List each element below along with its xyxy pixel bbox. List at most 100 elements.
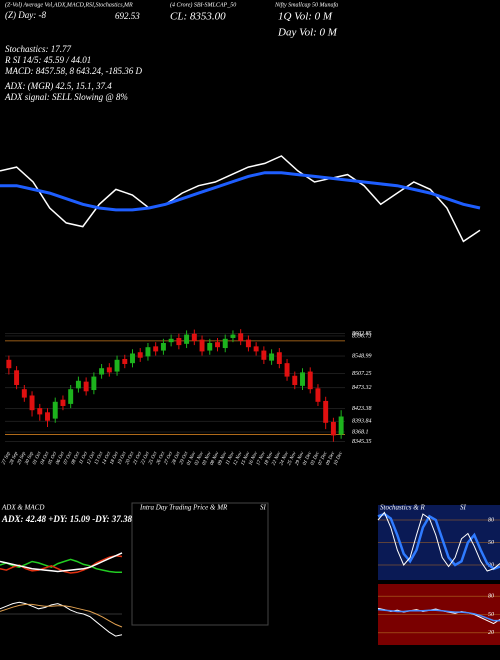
candle-body bbox=[122, 358, 128, 364]
panel-title: Stochastics & R bbox=[380, 504, 425, 512]
y-tick-label: 20 bbox=[488, 630, 494, 636]
y-tick-label: 8393.84 bbox=[352, 418, 372, 425]
x-tick-label: 29 Sep bbox=[17, 451, 27, 466]
candle-body bbox=[238, 333, 244, 341]
x-tick-label: 21 Oct bbox=[133, 451, 143, 466]
x-tick-label: 26 Oct bbox=[156, 451, 166, 466]
candle-body bbox=[330, 421, 336, 436]
candle-body bbox=[130, 353, 135, 364]
candle-body bbox=[245, 339, 251, 348]
x-tick-label: 25 Oct bbox=[148, 451, 158, 466]
header-text: (4 Crore) SBI-SMLCAP_50 bbox=[170, 1, 236, 8]
candle-body bbox=[29, 395, 35, 411]
candle-body bbox=[307, 371, 313, 390]
y-tick-label: 80 bbox=[488, 517, 494, 523]
candle-body bbox=[106, 367, 112, 373]
intraday-title-2: SI bbox=[260, 504, 267, 512]
panel-title-2: SI bbox=[460, 504, 467, 512]
x-tick-label: 22 Nov bbox=[272, 451, 283, 467]
x-tick-label: 24 Nov bbox=[279, 451, 290, 467]
series-line bbox=[0, 171, 481, 212]
x-tick-label: 05 Oct bbox=[48, 451, 58, 466]
series-line bbox=[0, 603, 123, 628]
x-tick-label: 14 Oct bbox=[102, 451, 112, 466]
candle-body bbox=[68, 389, 74, 404]
header-text: Nifty Smallcap 50 Munafa bbox=[274, 1, 338, 8]
candle-body bbox=[215, 342, 220, 348]
x-tick-label: 01 Oct bbox=[32, 451, 42, 466]
header-text: ADX signal: SELL Slowing @ 8% bbox=[4, 92, 128, 102]
x-tick-label: 01 Nov bbox=[187, 451, 198, 467]
candle-body bbox=[269, 353, 275, 361]
candle-body bbox=[153, 346, 159, 352]
candle-body bbox=[323, 400, 329, 423]
panel-title: ADX & MACD bbox=[1, 504, 44, 512]
candle-body bbox=[199, 339, 205, 352]
x-tick-label: 27 Oct bbox=[164, 451, 174, 466]
candle-body bbox=[261, 350, 267, 360]
header-text: MACD: 8457.58, 8 643.24, -185.36 D bbox=[4, 66, 142, 76]
x-tick-label: 11 Nov bbox=[225, 451, 236, 466]
x-tick-label: 02 Nov bbox=[194, 451, 205, 467]
candle-body bbox=[6, 359, 12, 369]
candle-body bbox=[14, 370, 20, 385]
y-tick-label: 8548.99 bbox=[352, 352, 372, 359]
candle-body bbox=[21, 389, 27, 398]
x-tick-label: 01 Dec bbox=[302, 451, 313, 467]
candle-body bbox=[292, 375, 298, 385]
candle-body bbox=[284, 363, 290, 377]
candle-body bbox=[207, 343, 213, 351]
x-tick-label: 30 Sep bbox=[25, 451, 35, 466]
x-tick-label: 03 Nov bbox=[202, 451, 213, 467]
x-tick-label: 22 Oct bbox=[141, 451, 151, 466]
series-line bbox=[0, 601, 123, 637]
header-text: 692.53 bbox=[115, 11, 140, 21]
y-tick-label: 50 bbox=[488, 612, 494, 618]
x-tick-label: 16 Nov bbox=[248, 451, 259, 467]
y-tick-label: 8345.35 bbox=[352, 438, 372, 445]
y-tick-label: 8596.73 bbox=[352, 333, 372, 339]
header-text: Stochastics: 17.77 bbox=[5, 44, 71, 54]
series-line bbox=[0, 155, 481, 243]
candle-body bbox=[176, 337, 182, 346]
x-tick-label: 15 Nov bbox=[241, 451, 252, 467]
intraday-title: Intra Day Trading Price & MR bbox=[139, 504, 228, 512]
y-tick-label: 8423.38 bbox=[352, 405, 372, 412]
x-tick-label: 10 Dec bbox=[333, 451, 344, 467]
y-tick-label: 8473.32 bbox=[352, 384, 372, 391]
series-line bbox=[377, 512, 500, 571]
panel-subtitle: ADX: 42.48 +DY: 15.09 -DY: 37.38 bbox=[1, 514, 132, 524]
candle-body bbox=[99, 368, 105, 375]
candle-body bbox=[168, 338, 174, 343]
candle-body bbox=[338, 416, 344, 435]
candle-body bbox=[60, 399, 66, 406]
x-tick-label: 07 Oct bbox=[63, 451, 73, 466]
series-line bbox=[377, 608, 500, 622]
intraday-box bbox=[131, 502, 269, 626]
x-tick-label: 18 Nov bbox=[264, 451, 275, 467]
header-text: R SI 14/5: 45.59 / 44.01 bbox=[4, 55, 91, 65]
candle-body bbox=[137, 352, 143, 358]
x-tick-label: 17 Nov bbox=[256, 451, 267, 467]
y-tick-label: 80 bbox=[488, 594, 494, 600]
x-tick-label: 03 Dec bbox=[310, 451, 321, 467]
candle-body bbox=[315, 388, 321, 402]
y-tick-label: 8507.25 bbox=[352, 371, 372, 377]
candle-body bbox=[114, 359, 120, 372]
candle-body bbox=[160, 343, 166, 351]
x-tick-label: 04 Oct bbox=[40, 451, 50, 466]
x-tick-label: 29 Oct bbox=[179, 451, 189, 466]
candle-body bbox=[300, 372, 305, 386]
y-tick-label: 8368.1 bbox=[352, 429, 369, 435]
x-tick-label: 20 Oct bbox=[125, 451, 135, 466]
header-text: (Z) Day: -8 bbox=[5, 10, 46, 20]
y-tick-label: 8602.85 bbox=[352, 331, 372, 337]
x-tick-label: 19 Oct bbox=[117, 451, 127, 466]
x-tick-label: 06 Oct bbox=[56, 451, 66, 466]
candle-body bbox=[37, 408, 43, 415]
x-tick-label: 12 Nov bbox=[233, 451, 244, 467]
x-tick-label: 27 Sep bbox=[1, 451, 11, 466]
x-tick-label: 08 Oct bbox=[71, 451, 81, 466]
candle-body bbox=[45, 412, 50, 421]
